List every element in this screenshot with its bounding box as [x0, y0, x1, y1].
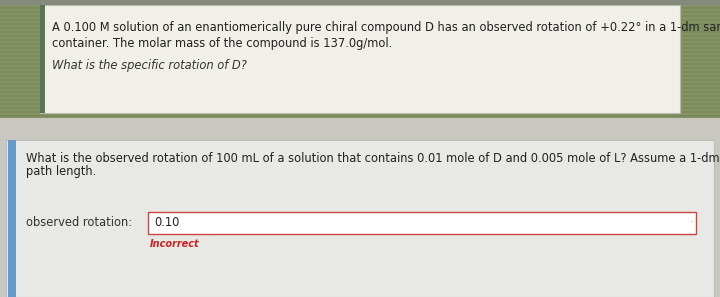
- FancyBboxPatch shape: [0, 9, 720, 11]
- FancyBboxPatch shape: [0, 21, 720, 23]
- FancyBboxPatch shape: [0, 1, 720, 3]
- Text: ‧: ‧: [689, 219, 692, 228]
- FancyBboxPatch shape: [0, 53, 720, 55]
- FancyBboxPatch shape: [148, 212, 696, 234]
- FancyBboxPatch shape: [0, 5, 720, 7]
- FancyBboxPatch shape: [0, 101, 720, 103]
- FancyBboxPatch shape: [0, 29, 720, 31]
- Text: container. The molar mass of the compound is 137.0g/mol.: container. The molar mass of the compoun…: [52, 37, 392, 50]
- FancyBboxPatch shape: [0, 13, 720, 15]
- FancyBboxPatch shape: [0, 33, 720, 35]
- FancyBboxPatch shape: [0, 0, 720, 5]
- FancyBboxPatch shape: [40, 5, 45, 113]
- Text: What is the specific rotation of D?: What is the specific rotation of D?: [52, 59, 247, 72]
- FancyBboxPatch shape: [0, 97, 720, 99]
- FancyBboxPatch shape: [0, 73, 720, 75]
- Text: path length.: path length.: [26, 165, 96, 178]
- FancyBboxPatch shape: [0, 93, 720, 95]
- FancyBboxPatch shape: [0, 45, 720, 47]
- FancyBboxPatch shape: [0, 69, 720, 71]
- FancyBboxPatch shape: [0, 41, 720, 43]
- FancyBboxPatch shape: [0, 25, 720, 27]
- Text: A 0.100 M solution of an enantiomerically pure chiral compound D has an observed: A 0.100 M solution of an enantiomericall…: [52, 20, 720, 34]
- FancyBboxPatch shape: [8, 140, 16, 297]
- Text: 0.10: 0.10: [154, 217, 179, 230]
- FancyBboxPatch shape: [0, 49, 720, 51]
- Text: observed rotation:: observed rotation:: [26, 216, 132, 228]
- FancyBboxPatch shape: [0, 17, 720, 19]
- FancyBboxPatch shape: [0, 77, 720, 79]
- Text: What is the observed rotation of 100 mL of a solution that contains 0.01 mole of: What is the observed rotation of 100 mL …: [26, 151, 719, 165]
- FancyBboxPatch shape: [40, 5, 680, 113]
- FancyBboxPatch shape: [0, 81, 720, 83]
- FancyBboxPatch shape: [0, 61, 720, 63]
- FancyBboxPatch shape: [0, 118, 720, 140]
- FancyBboxPatch shape: [42, 7, 682, 115]
- Text: Incorrect: Incorrect: [150, 239, 199, 249]
- FancyBboxPatch shape: [0, 113, 720, 115]
- FancyBboxPatch shape: [0, 57, 720, 59]
- FancyBboxPatch shape: [6, 140, 714, 297]
- FancyBboxPatch shape: [0, 0, 720, 118]
- FancyBboxPatch shape: [0, 117, 720, 119]
- FancyBboxPatch shape: [0, 37, 720, 39]
- FancyBboxPatch shape: [0, 65, 720, 67]
- FancyBboxPatch shape: [0, 85, 720, 87]
- FancyBboxPatch shape: [0, 105, 720, 107]
- FancyBboxPatch shape: [0, 109, 720, 111]
- FancyBboxPatch shape: [0, 89, 720, 91]
